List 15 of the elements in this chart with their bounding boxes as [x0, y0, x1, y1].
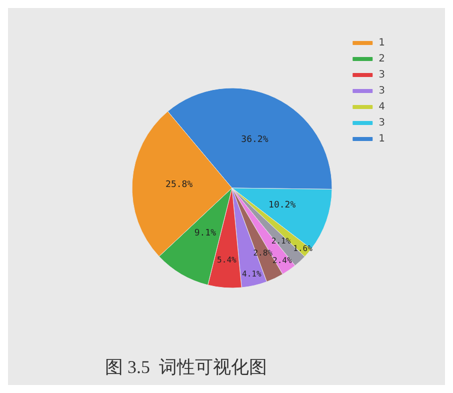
caption: 图 3.5 词性可视化图 [105, 357, 267, 377]
legend-label: 2 [378, 54, 386, 64]
data-label: 2.4% [272, 256, 292, 265]
legend-label: 1 [378, 38, 386, 48]
data-label: 9.1% [194, 228, 217, 239]
legend-label: 1 [378, 134, 386, 144]
legend-label: 3 [378, 70, 386, 80]
legend-label: 4 [378, 102, 386, 112]
legend-label: 3 [378, 86, 386, 96]
data-label: 25.8% [166, 180, 194, 190]
data-label: 4.1% [242, 269, 262, 278]
data-label: 5.4% [217, 255, 236, 264]
data-label: 36.2% [241, 135, 269, 146]
data-label: 10.2% [268, 200, 296, 210]
legend-label: 3 [378, 118, 386, 128]
